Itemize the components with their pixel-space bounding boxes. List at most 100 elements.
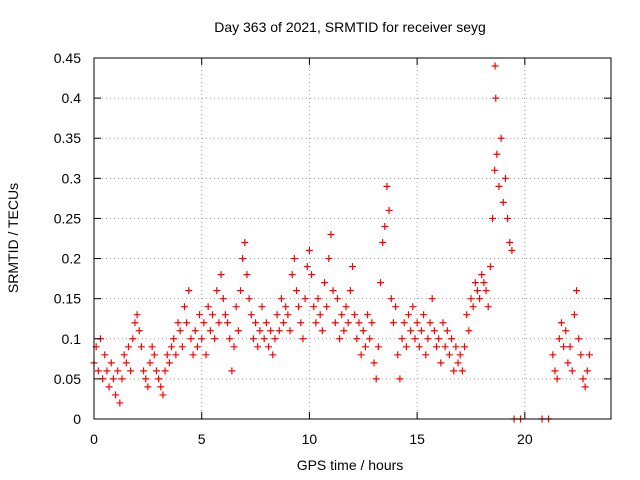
data-point: [148, 343, 156, 351]
data-point: [411, 335, 419, 343]
data-point: [333, 295, 341, 303]
data-point: [566, 343, 574, 351]
data-point: [109, 375, 117, 383]
data-point: [280, 319, 288, 327]
data-point: [277, 295, 285, 303]
data-point: [415, 343, 423, 351]
y-tick-label: 0.3: [62, 170, 82, 186]
data-point: [508, 247, 516, 255]
data-point: [284, 311, 292, 319]
data-point: [426, 319, 434, 327]
data-point: [168, 343, 176, 351]
data-point: [331, 319, 339, 327]
data-point: [312, 319, 320, 327]
data-point: [359, 327, 367, 335]
data-point: [163, 351, 171, 359]
plot-frame: [93, 57, 612, 420]
data-point: [230, 343, 238, 351]
data-point: [310, 303, 318, 311]
data-point: [107, 359, 115, 367]
data-point: [344, 319, 352, 327]
data-point: [480, 279, 488, 287]
data-point: [112, 391, 120, 399]
data-point: [555, 335, 563, 343]
x-tick-label: 5: [198, 431, 206, 447]
data-point: [430, 327, 438, 335]
data-point: [122, 359, 130, 367]
data-point: [105, 383, 113, 391]
data-point: [267, 327, 275, 335]
data-point: [557, 319, 565, 327]
x-tick-label: 0: [90, 431, 98, 447]
data-point: [174, 319, 182, 327]
data-point: [351, 311, 359, 319]
data-point: [178, 343, 186, 351]
y-tick-label: 0.35: [54, 130, 81, 146]
data-point: [585, 351, 593, 359]
data-point: [152, 367, 160, 375]
data-point: [290, 255, 298, 263]
data-point: [374, 343, 382, 351]
data-point: [114, 367, 122, 375]
data-point: [191, 327, 199, 335]
data-point: [441, 343, 449, 351]
data-point: [189, 351, 197, 359]
data-point: [448, 335, 456, 343]
data-point: [372, 375, 380, 383]
data-point: [402, 343, 410, 351]
data-point: [243, 271, 251, 279]
data-point: [249, 335, 257, 343]
data-point: [394, 351, 402, 359]
data-point: [377, 279, 385, 287]
data-point: [185, 287, 193, 295]
data-point: [417, 327, 425, 335]
data-point: [454, 359, 462, 367]
data-point: [269, 351, 277, 359]
data-point: [484, 303, 492, 311]
data-point: [118, 375, 126, 383]
data-point: [131, 319, 139, 327]
data-point: [140, 367, 148, 375]
data-point: [349, 263, 356, 271]
data-point: [273, 311, 281, 319]
data-point: [355, 319, 363, 327]
data-point: [420, 311, 428, 319]
data-point: [443, 327, 451, 335]
data-point: [568, 367, 576, 375]
data-point: [292, 287, 300, 295]
data-point: [241, 239, 249, 247]
data-point: [187, 335, 195, 343]
data-point: [120, 351, 128, 359]
data-point: [504, 214, 512, 222]
data-point: [501, 174, 509, 182]
data-point: [193, 343, 201, 351]
data-point: [389, 319, 397, 327]
data-point: [405, 311, 413, 319]
data-point: [135, 327, 143, 335]
data-point: [234, 327, 242, 335]
data-point: [456, 351, 464, 359]
data-point: [323, 303, 331, 311]
data-point: [314, 295, 322, 303]
data-point: [262, 319, 270, 327]
y-tick-label: 0.45: [54, 50, 81, 66]
data-point: [458, 367, 466, 375]
data-point: [437, 359, 445, 367]
data-point: [439, 319, 447, 327]
data-point: [469, 303, 477, 311]
data-point: [370, 359, 378, 367]
data-point: [137, 343, 145, 351]
data-point: [217, 271, 225, 279]
data-point: [497, 134, 505, 142]
data-point: [366, 335, 374, 343]
data-point: [506, 239, 514, 247]
data-point: [338, 311, 346, 319]
x-tick-label: 10: [302, 431, 318, 447]
data-point: [340, 327, 348, 335]
data-point: [491, 166, 499, 174]
data-point: [364, 311, 372, 319]
y-tick-label: 0.25: [54, 210, 81, 226]
data-point: [155, 375, 163, 383]
